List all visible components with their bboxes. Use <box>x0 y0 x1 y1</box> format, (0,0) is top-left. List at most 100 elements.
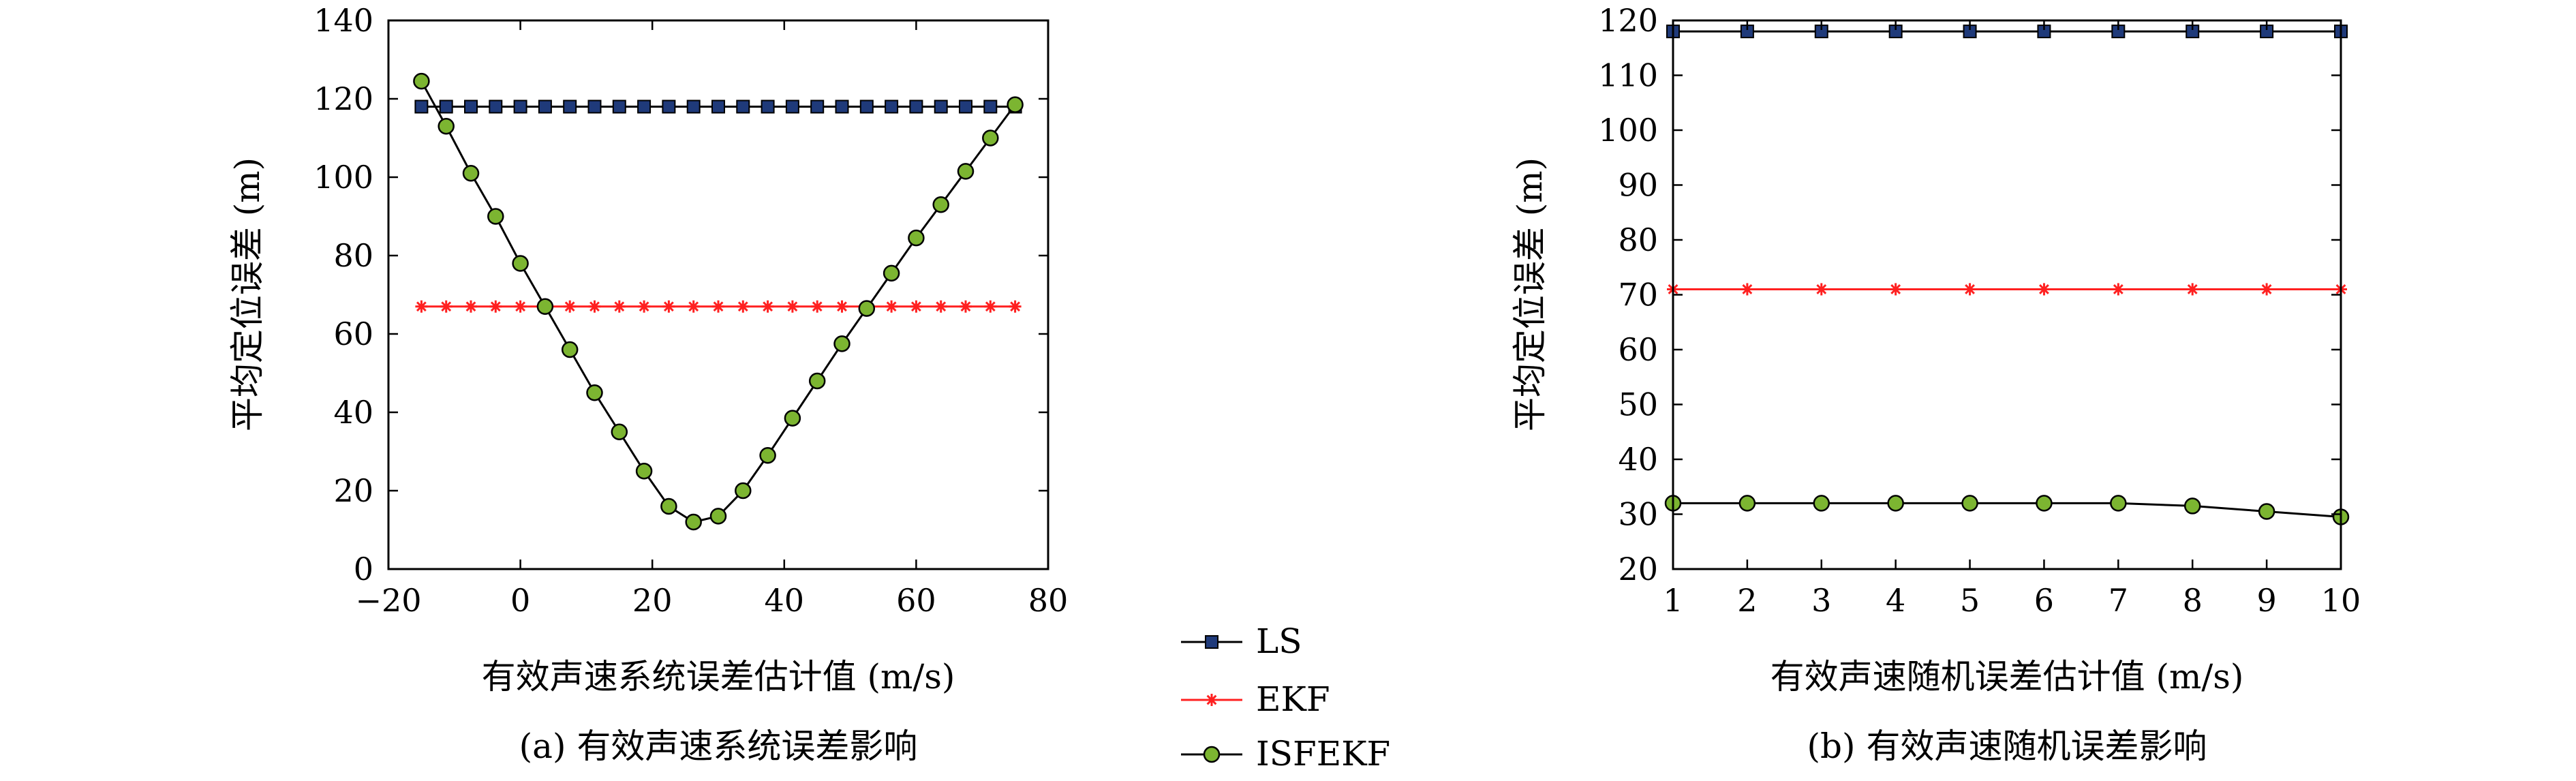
point-ekf-a-stroke <box>564 301 575 312</box>
point-isfekf-a <box>709 508 727 525</box>
plot-frame-a <box>387 19 1049 570</box>
point-isfekf-a <box>1007 96 1024 113</box>
y-tick-label-a: 0 <box>354 551 373 587</box>
point-ekf-b-stroke <box>2113 284 2123 294</box>
point-ls-a <box>439 99 453 114</box>
point-isfekf-b <box>1887 495 1904 512</box>
point-isfekf-a <box>982 129 999 147</box>
legend-marker-shape <box>1205 635 1218 649</box>
point-ekf-a-stroke <box>713 301 724 312</box>
y-tick-label-b: 40 <box>1618 441 1658 478</box>
point-isfekf-b <box>1961 495 1978 512</box>
y-tick-label-b: 50 <box>1618 386 1658 423</box>
point-ls-a <box>489 99 503 114</box>
x-tick-label-b: 2 <box>1737 582 1757 619</box>
point-isfekf-a <box>413 72 430 90</box>
point-ekf-b <box>2038 283 2051 296</box>
point-ekf-a <box>514 300 527 313</box>
legend-marker-ekf <box>1206 694 1218 706</box>
point-ekf-a <box>662 300 675 313</box>
point-isfekf-a <box>685 513 702 531</box>
point-isfekf-a <box>635 463 653 480</box>
point-isfekf-a <box>611 423 628 440</box>
point-ekf-a <box>835 300 848 313</box>
point-ekf-a <box>564 300 577 313</box>
y-tick-label-b: 20 <box>1618 551 1658 587</box>
point-ls-a <box>686 99 701 114</box>
x-axis-label-a: 有效声速系统误差估计值 (m/s) <box>482 657 955 696</box>
point-ekf-a-stroke <box>416 301 427 312</box>
point-isfekf-a <box>586 384 603 401</box>
legend: LS EKF ISFEKF <box>1181 622 1390 774</box>
point-ekf-a-stroke <box>985 301 996 312</box>
point-isfekf-a <box>462 165 480 182</box>
point-ls-a <box>513 99 527 114</box>
point-ekf-a-stroke <box>515 301 526 312</box>
point-isfekf-a <box>908 229 925 247</box>
point-isfekf-a <box>932 196 949 213</box>
point-ekf-a <box>910 300 923 313</box>
point-ls-a <box>464 99 478 114</box>
point-ekf-b-stroke <box>1816 284 1827 294</box>
point-isfekf-a <box>561 341 579 358</box>
point-isfekf-a <box>883 264 900 282</box>
point-isfekf-a <box>808 372 826 390</box>
point-ekf-a <box>1009 300 1022 313</box>
point-ekf-a-stroke <box>490 301 501 312</box>
point-isfekf-a <box>735 482 752 500</box>
point-ls-a <box>736 99 750 114</box>
point-ls-a <box>662 99 676 114</box>
point-ekf-a <box>465 300 477 313</box>
point-ekf-b <box>2112 283 2125 296</box>
legend-item-isfekf: ISFEKF <box>1181 734 1390 774</box>
point-ekf-a <box>489 300 502 313</box>
legend-marker-shape <box>1203 746 1221 763</box>
series-layer-b <box>1664 25 2350 525</box>
x-tick-label-b: 8 <box>2183 582 2203 619</box>
point-ekf-a-stroke <box>960 301 971 312</box>
x-tick-label-b: 9 <box>2256 582 2276 619</box>
point-ekf-a <box>761 300 774 313</box>
x-tick-label-a: 20 <box>632 582 673 619</box>
y-tick-label-a: 80 <box>333 237 373 274</box>
point-isfekf-a <box>512 255 529 272</box>
axes-layer-b: 1 2 3 4 5 6 7 8 9 10 20 30 40 50 60 70 80 90 100 110 120 <box>1598 2 2361 619</box>
caption-b: (b) 有效声速随机误差影响 <box>1807 726 2207 766</box>
x-tick-label-b: 7 <box>2109 582 2128 619</box>
point-isfekf-b <box>2183 497 2201 515</box>
point-ls-a <box>761 99 775 114</box>
point-ekf-a <box>786 300 799 313</box>
point-ls-a <box>612 99 626 114</box>
point-ekf-b-stroke <box>1890 284 1901 294</box>
legend-label-ls: LS <box>1256 622 1302 661</box>
point-ekf-a <box>984 300 997 313</box>
point-ekf-b-stroke <box>2039 284 2049 294</box>
point-ekf-a <box>811 300 824 313</box>
y-tick-label-a: 100 <box>313 159 373 196</box>
point-ekf-a-stroke <box>837 301 847 312</box>
y-tick-label-b: 90 <box>1618 167 1658 204</box>
legend-label-ekf: EKF <box>1256 679 1330 719</box>
y-tick-label-a: 140 <box>313 2 373 39</box>
point-ls-a <box>785 99 799 114</box>
point-ls-a <box>835 99 849 114</box>
point-ekf-a <box>737 300 750 313</box>
point-ekf-a <box>885 300 898 313</box>
legend-marker-shape <box>1206 694 1218 706</box>
point-ekf-b-stroke <box>1965 284 1975 294</box>
y-tick-label-b: 100 <box>1598 112 1658 149</box>
point-isfekf-a <box>784 410 801 427</box>
point-ls-a <box>538 99 552 114</box>
point-ekf-a-stroke <box>910 301 921 312</box>
point-ls-a <box>885 99 899 114</box>
point-ekf-a <box>687 300 700 313</box>
y-tick-label-a: 60 <box>333 316 373 352</box>
point-ekf-a-stroke <box>763 301 773 312</box>
series-line-isfekf-b <box>1673 502 2342 519</box>
point-ls-a <box>637 99 651 114</box>
point-isfekf-a <box>438 118 455 135</box>
legend-marker-isfekf <box>1203 746 1221 763</box>
legend-item-ekf: EKF <box>1181 679 1330 719</box>
point-ekf-b <box>1815 283 1828 296</box>
